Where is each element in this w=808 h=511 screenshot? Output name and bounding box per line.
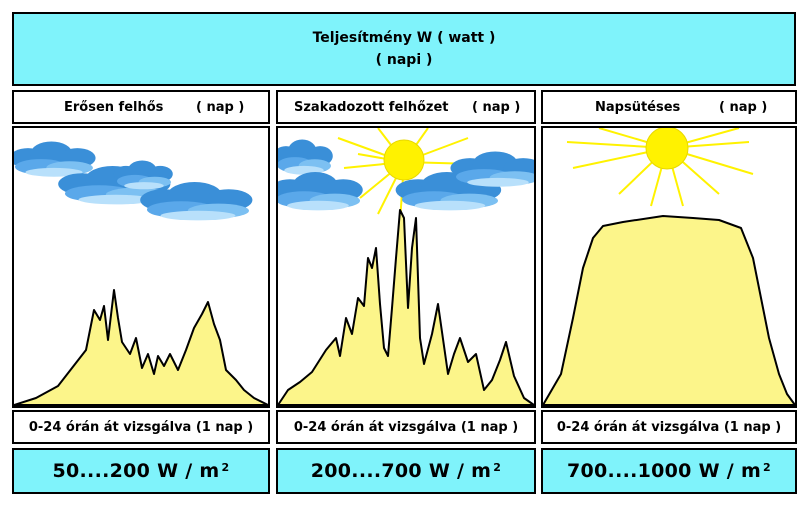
nap-text: ( nap ) bbox=[196, 99, 245, 115]
subtitle: ( napi ) bbox=[375, 52, 433, 68]
chart-panel-cloudy bbox=[12, 126, 270, 408]
cloud-icon bbox=[14, 141, 253, 221]
power-curve bbox=[14, 289, 268, 406]
condition-text: Erősen felhős bbox=[64, 99, 164, 115]
condition-label-sunny: Napsütéses ( nap ) bbox=[541, 90, 797, 124]
power-curve-sunny bbox=[543, 128, 795, 406]
chart-panel-partly-cloudy bbox=[276, 126, 536, 408]
nap-text: ( nap ) bbox=[472, 99, 521, 115]
power-curve bbox=[543, 215, 795, 406]
title: Teljesítmény W ( watt ) bbox=[312, 30, 496, 46]
chart-panel-sunny bbox=[541, 126, 797, 408]
condition-text: Napsütéses bbox=[595, 99, 681, 115]
condition-label-cloudy: Erősen felhős ( nap ) bbox=[12, 90, 270, 124]
sun-icon bbox=[566, 128, 754, 207]
footer-label: 0-24 órán át vizsgálva (1 nap ) bbox=[541, 410, 797, 444]
range-exponent: 2 bbox=[763, 460, 772, 474]
footer-label: 0-24 órán át vizsgálva (1 nap ) bbox=[12, 410, 270, 444]
range-exponent: 2 bbox=[221, 460, 230, 474]
power-curve bbox=[278, 209, 534, 406]
power-curve-partly-cloudy bbox=[278, 128, 534, 406]
range-text: 700....1000 W / m bbox=[566, 460, 762, 482]
nap-text: ( nap ) bbox=[719, 99, 768, 115]
condition-label-partly-cloudy: Szakadozott felhőzet ( nap ) bbox=[276, 90, 536, 124]
title-banner: Teljesítmény W ( watt ) ( napi ) bbox=[12, 12, 796, 86]
condition-text: Szakadozott felhőzet bbox=[294, 99, 449, 115]
footer-label: 0-24 órán át vizsgálva (1 nap ) bbox=[276, 410, 536, 444]
range-text: 200....700 W / m bbox=[310, 460, 492, 482]
range-text: 50....200 W / m bbox=[52, 460, 220, 482]
range-exponent: 2 bbox=[493, 460, 502, 474]
power-curve-cloudy bbox=[14, 141, 268, 406]
